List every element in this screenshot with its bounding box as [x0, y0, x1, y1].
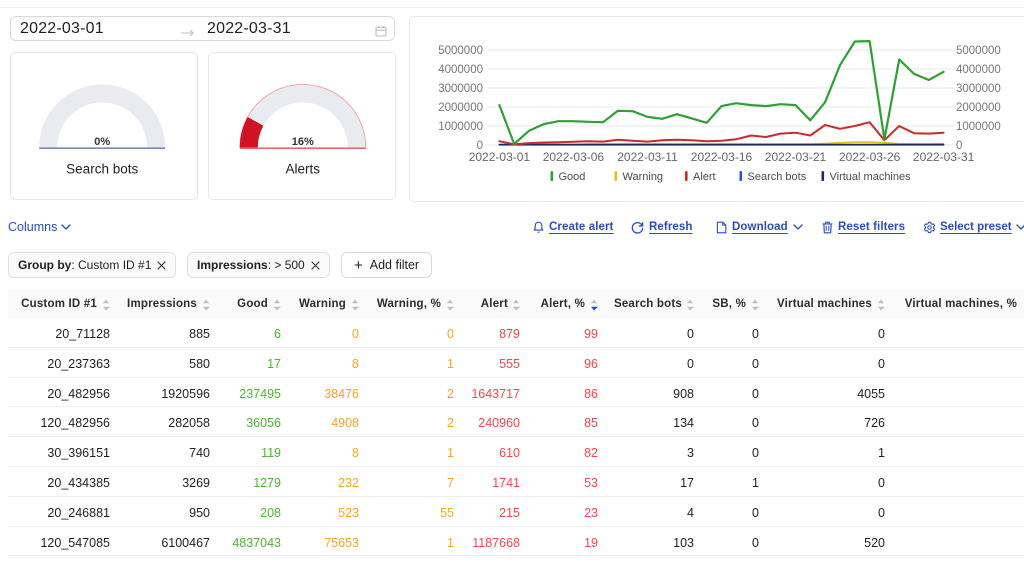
svg-text:2000000: 2000000: [438, 102, 483, 114]
svg-text:Search bots: Search bots: [748, 171, 807, 183]
svg-text:16%: 16%: [292, 136, 314, 148]
svg-text:Warning: Warning: [623, 171, 664, 183]
svg-text:2022-03-01: 2022-03-01: [469, 150, 531, 164]
svg-text:Alerts: Alerts: [286, 162, 321, 177]
svg-text:2022-03-21: 2022-03-21: [765, 150, 827, 164]
svg-text:Search bots: Search bots: [66, 162, 138, 177]
svg-text:3000000: 3000000: [956, 83, 1001, 95]
svg-text:2022-03-06: 2022-03-06: [543, 150, 605, 164]
svg-text:4000000: 4000000: [956, 64, 1001, 76]
svg-text:1000000: 1000000: [956, 121, 1001, 133]
svg-text:2022-03-11: 2022-03-11: [617, 150, 678, 164]
svg-text:4000000: 4000000: [438, 64, 483, 76]
svg-text:2022-03-16: 2022-03-16: [691, 150, 753, 164]
svg-text:1000000: 1000000: [438, 121, 483, 133]
svg-text:0%: 0%: [94, 136, 110, 148]
svg-text:2022-03-26: 2022-03-26: [839, 150, 901, 164]
svg-text:2022-03-31: 2022-03-31: [913, 150, 975, 164]
svg-text:0: 0: [477, 140, 483, 152]
svg-text:5000000: 5000000: [956, 45, 1001, 57]
svg-text:5000000: 5000000: [438, 45, 483, 57]
svg-text:3000000: 3000000: [438, 83, 483, 95]
svg-text:2000000: 2000000: [956, 102, 1001, 114]
svg-text:Good: Good: [559, 171, 586, 183]
svg-text:Alert: Alert: [693, 171, 716, 183]
svg-text:0: 0: [956, 140, 962, 152]
svg-text:Virtual machines: Virtual machines: [830, 171, 912, 183]
